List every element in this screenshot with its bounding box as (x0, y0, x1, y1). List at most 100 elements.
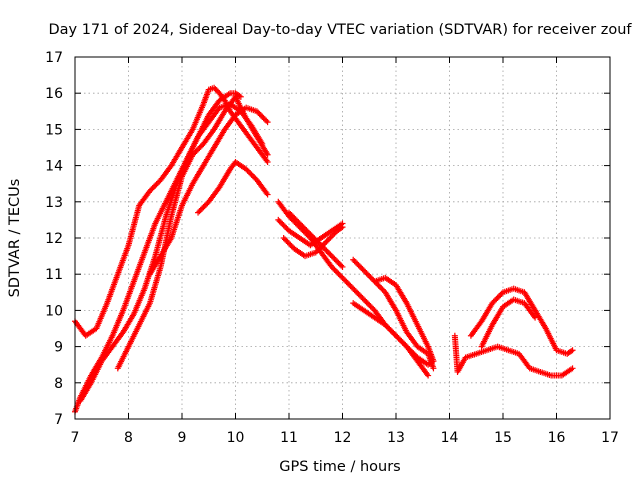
data-point (251, 174, 258, 181)
series-12 (371, 274, 437, 365)
series-14 (451, 332, 576, 379)
data-point (290, 213, 297, 220)
data-point (383, 323, 390, 330)
data-point (291, 215, 298, 222)
data-point (330, 231, 337, 238)
grid-lines (75, 57, 610, 419)
data-point (347, 282, 354, 289)
data-point (352, 259, 359, 266)
data-point (493, 296, 500, 303)
data-point (259, 113, 266, 120)
data-point (352, 288, 359, 295)
x-tick-label: 11 (280, 430, 298, 446)
axis-ticks: 7 8 9 10 11 12 13 14 15 16 17 7 8 9 10 11 12 13 14 15 16 17 (45, 50, 619, 446)
data-point (387, 327, 394, 334)
data-point (281, 223, 288, 230)
data-point (338, 225, 345, 232)
series-10 (286, 209, 346, 270)
series-11 (350, 256, 437, 372)
plot-frame (74, 56, 611, 420)
data-point (312, 249, 319, 256)
data-point (489, 300, 496, 307)
y-tick-label: 17 (45, 50, 63, 66)
data-point (314, 238, 321, 245)
data-point (336, 272, 343, 279)
data-point (150, 183, 157, 190)
data-point (312, 236, 319, 243)
data-point (332, 257, 339, 264)
data-point (339, 274, 346, 281)
data-point (264, 119, 271, 126)
data-point (236, 92, 243, 99)
data-point (350, 256, 357, 263)
data-point (382, 321, 389, 328)
data-point (288, 212, 295, 219)
data-point (260, 115, 267, 122)
data-point (394, 334, 401, 341)
data-point (399, 339, 406, 346)
data-point (354, 260, 361, 267)
data-point (376, 283, 383, 290)
data-point (374, 281, 381, 288)
data-point (193, 147, 200, 154)
data-point (244, 167, 251, 174)
data-point (203, 201, 210, 208)
data-point (364, 271, 371, 278)
data-point (368, 275, 375, 282)
data-point (331, 230, 338, 237)
data-point (379, 286, 386, 293)
data-point (201, 202, 208, 209)
data-point (276, 218, 283, 225)
data-point (328, 253, 335, 260)
data-point (368, 304, 375, 311)
data-point (340, 276, 347, 283)
series-2 (72, 90, 244, 415)
data-point (332, 268, 339, 275)
data-point (200, 204, 207, 211)
data-point (362, 268, 369, 275)
data-point (342, 277, 349, 284)
x-tick-label: 9 (178, 430, 187, 446)
data-point (287, 241, 294, 248)
data-point (281, 236, 288, 243)
x-tick-label: 7 (71, 430, 80, 446)
data-point (363, 270, 370, 277)
series-3 (77, 101, 266, 404)
data-point (318, 242, 325, 249)
data-point (384, 324, 391, 331)
data-point (569, 365, 576, 372)
data-point (354, 289, 361, 296)
data-point (245, 168, 252, 175)
data-point (334, 258, 341, 265)
data-point (306, 230, 313, 237)
data-point (264, 158, 271, 165)
data-point (284, 239, 291, 246)
data-point (320, 244, 327, 251)
data-point (323, 238, 330, 245)
data-point (326, 235, 333, 242)
series-4 (114, 93, 271, 372)
data-point (355, 291, 362, 298)
data-point (331, 266, 338, 273)
data-point (391, 331, 398, 338)
series-15 (467, 285, 576, 357)
data-point (351, 258, 358, 265)
data-point (263, 117, 270, 124)
data-point (324, 237, 331, 244)
x-tick-label: 14 (441, 430, 459, 446)
data-point (237, 93, 244, 100)
y-tick-label: 13 (45, 195, 63, 211)
data-point (330, 254, 337, 261)
data-point (288, 243, 295, 250)
data-point (189, 151, 196, 158)
series-13 (350, 300, 432, 379)
data-point (152, 182, 159, 189)
data-point (355, 262, 362, 269)
data-point (378, 285, 385, 292)
data-point (294, 217, 301, 224)
data-point (330, 265, 337, 272)
data-point (322, 239, 329, 246)
data-point (310, 234, 317, 241)
x-tick-label: 13 (387, 430, 405, 446)
